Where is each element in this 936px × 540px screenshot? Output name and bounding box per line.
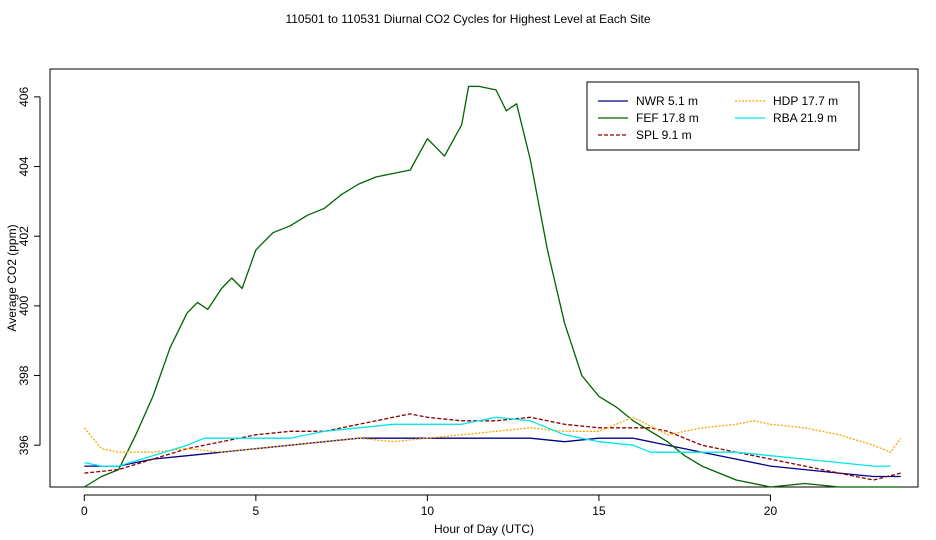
legend-label-rba: RBA 21.9 m: [773, 111, 837, 125]
series-line-hdp: [83, 416, 902, 453]
x-tick-label: 0: [81, 504, 88, 518]
legend-box: [586, 81, 860, 151]
y-tick-label: 396: [17, 435, 31, 455]
legend-label-spl: SPL 9.1 m: [636, 128, 692, 142]
x-tick-label: 5: [253, 504, 260, 518]
y-axis-label: Average CO2 (ppm): [5, 224, 19, 331]
legend-label-nwr: NWR 5.1 m: [636, 94, 698, 108]
y-tick-label: 402: [17, 226, 31, 246]
x-axis: 0 5 10 15 20: [81, 494, 778, 518]
legend-label-hdp: HDP 17.7 m: [773, 94, 838, 108]
plot-frame: [49, 68, 919, 488]
series-line-rba: [84, 416, 891, 467]
series-line-fef: [83, 85, 901, 488]
x-tick-label: 20: [764, 504, 778, 518]
x-tick-label: 10: [421, 504, 435, 518]
series-line-nwr: [84, 437, 901, 478]
series-layer: [83, 85, 902, 488]
y-tick-label: 406: [17, 87, 31, 107]
legend: NWR 5.1 m FEF 17.8 m SPL 9.1 m HDP 17.7 m RB…: [586, 81, 860, 151]
y-axis: 396 398 400 402 404 406: [17, 87, 41, 455]
y-tick-label: 400: [17, 296, 31, 316]
chart-title: 110501 to 110531 Diurnal CO2 Cycles for …: [285, 12, 650, 26]
y-tick-label: 404: [17, 156, 31, 176]
x-axis-label: Hour of Day (UTC): [434, 522, 534, 536]
legend-label-fef: FEF 17.8 m: [636, 111, 699, 125]
x-tick-label: 15: [592, 504, 606, 518]
series-line-spl: [84, 413, 901, 481]
y-tick-label: 398: [17, 365, 31, 385]
